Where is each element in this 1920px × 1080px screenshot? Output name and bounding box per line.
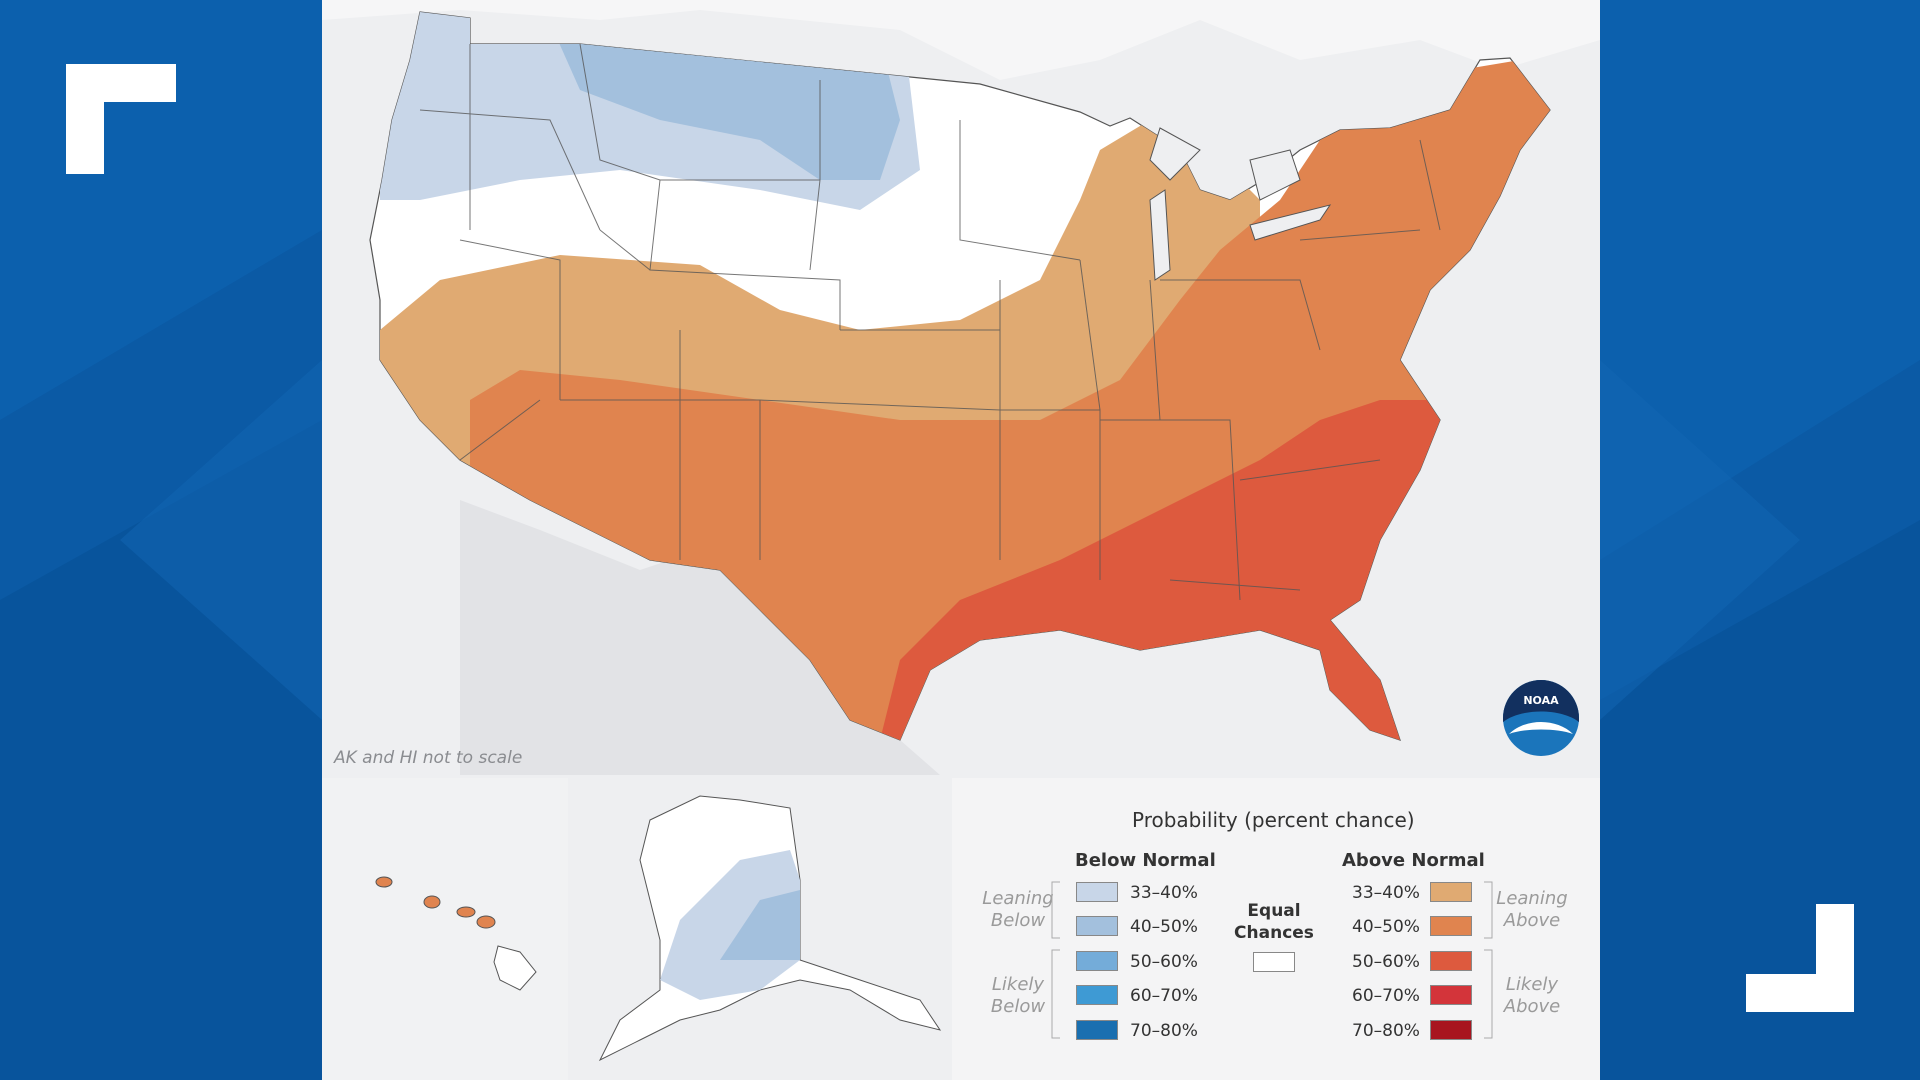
legend-leaning-below: Leaning Below bbox=[982, 888, 1054, 931]
legend-above-swatch-4 bbox=[1430, 985, 1472, 1005]
noaa-logo-text: NOAA bbox=[1523, 694, 1559, 707]
legend-above-label-5: 70–80% bbox=[1352, 1021, 1420, 1041]
hawaii-inset bbox=[375, 876, 537, 991]
legend-below-label-4: 60–70% bbox=[1130, 986, 1198, 1006]
legend-below-label-5: 70–80% bbox=[1130, 1021, 1198, 1041]
legend-likely-above: Likely Above bbox=[1503, 974, 1561, 1017]
legend-below-swatch-2 bbox=[1076, 916, 1118, 936]
legend-above-swatch-1 bbox=[1430, 882, 1472, 902]
legend-above-swatch-5 bbox=[1430, 1020, 1472, 1040]
conus-map bbox=[322, 0, 1600, 1080]
legend-below-header: Below Normal bbox=[1075, 850, 1216, 871]
legend-above-swatch-3 bbox=[1430, 951, 1472, 971]
legend-below-label-3: 50–60% bbox=[1130, 952, 1198, 972]
legend-below-label-1: 33–40% bbox=[1130, 883, 1198, 903]
noaa-logo[interactable]: NOAA bbox=[1501, 678, 1581, 758]
legend-below-swatch-5 bbox=[1076, 1020, 1118, 1040]
corner-bracket-bottom-right bbox=[1746, 974, 1854, 1012]
legend-below-brackets bbox=[1051, 881, 1060, 1039]
legend-equal-swatch bbox=[1253, 952, 1295, 972]
legend-above-label-3: 50–60% bbox=[1352, 952, 1420, 972]
corner-bracket-top-left bbox=[66, 64, 104, 174]
legend-above-header: Above Normal bbox=[1342, 850, 1485, 871]
outlook-map-frame bbox=[322, 0, 1600, 1080]
legend-below-label-2: 40–50% bbox=[1130, 917, 1198, 937]
legend-equal-chances: Equal Chances bbox=[1234, 901, 1314, 943]
legend-above-label-2: 40–50% bbox=[1352, 917, 1420, 937]
legend-below-swatch-1 bbox=[1076, 882, 1118, 902]
legend-below-swatch-4 bbox=[1076, 985, 1118, 1005]
legend-above-brackets bbox=[1484, 881, 1493, 1039]
map-scale-note: AK and HI not to scale bbox=[334, 748, 523, 768]
legend-title: Probability (percent chance) bbox=[1132, 808, 1415, 832]
legend-leaning-above: Leaning Above bbox=[1496, 888, 1568, 931]
alaska-inset bbox=[598, 795, 942, 1062]
legend-above-label-4: 60–70% bbox=[1352, 986, 1420, 1006]
legend-above-label-1: 33–40% bbox=[1352, 883, 1420, 903]
legend-likely-below: Likely Below bbox=[990, 974, 1046, 1017]
legend-below-swatch-3 bbox=[1076, 951, 1118, 971]
legend-above-swatch-2 bbox=[1430, 916, 1472, 936]
